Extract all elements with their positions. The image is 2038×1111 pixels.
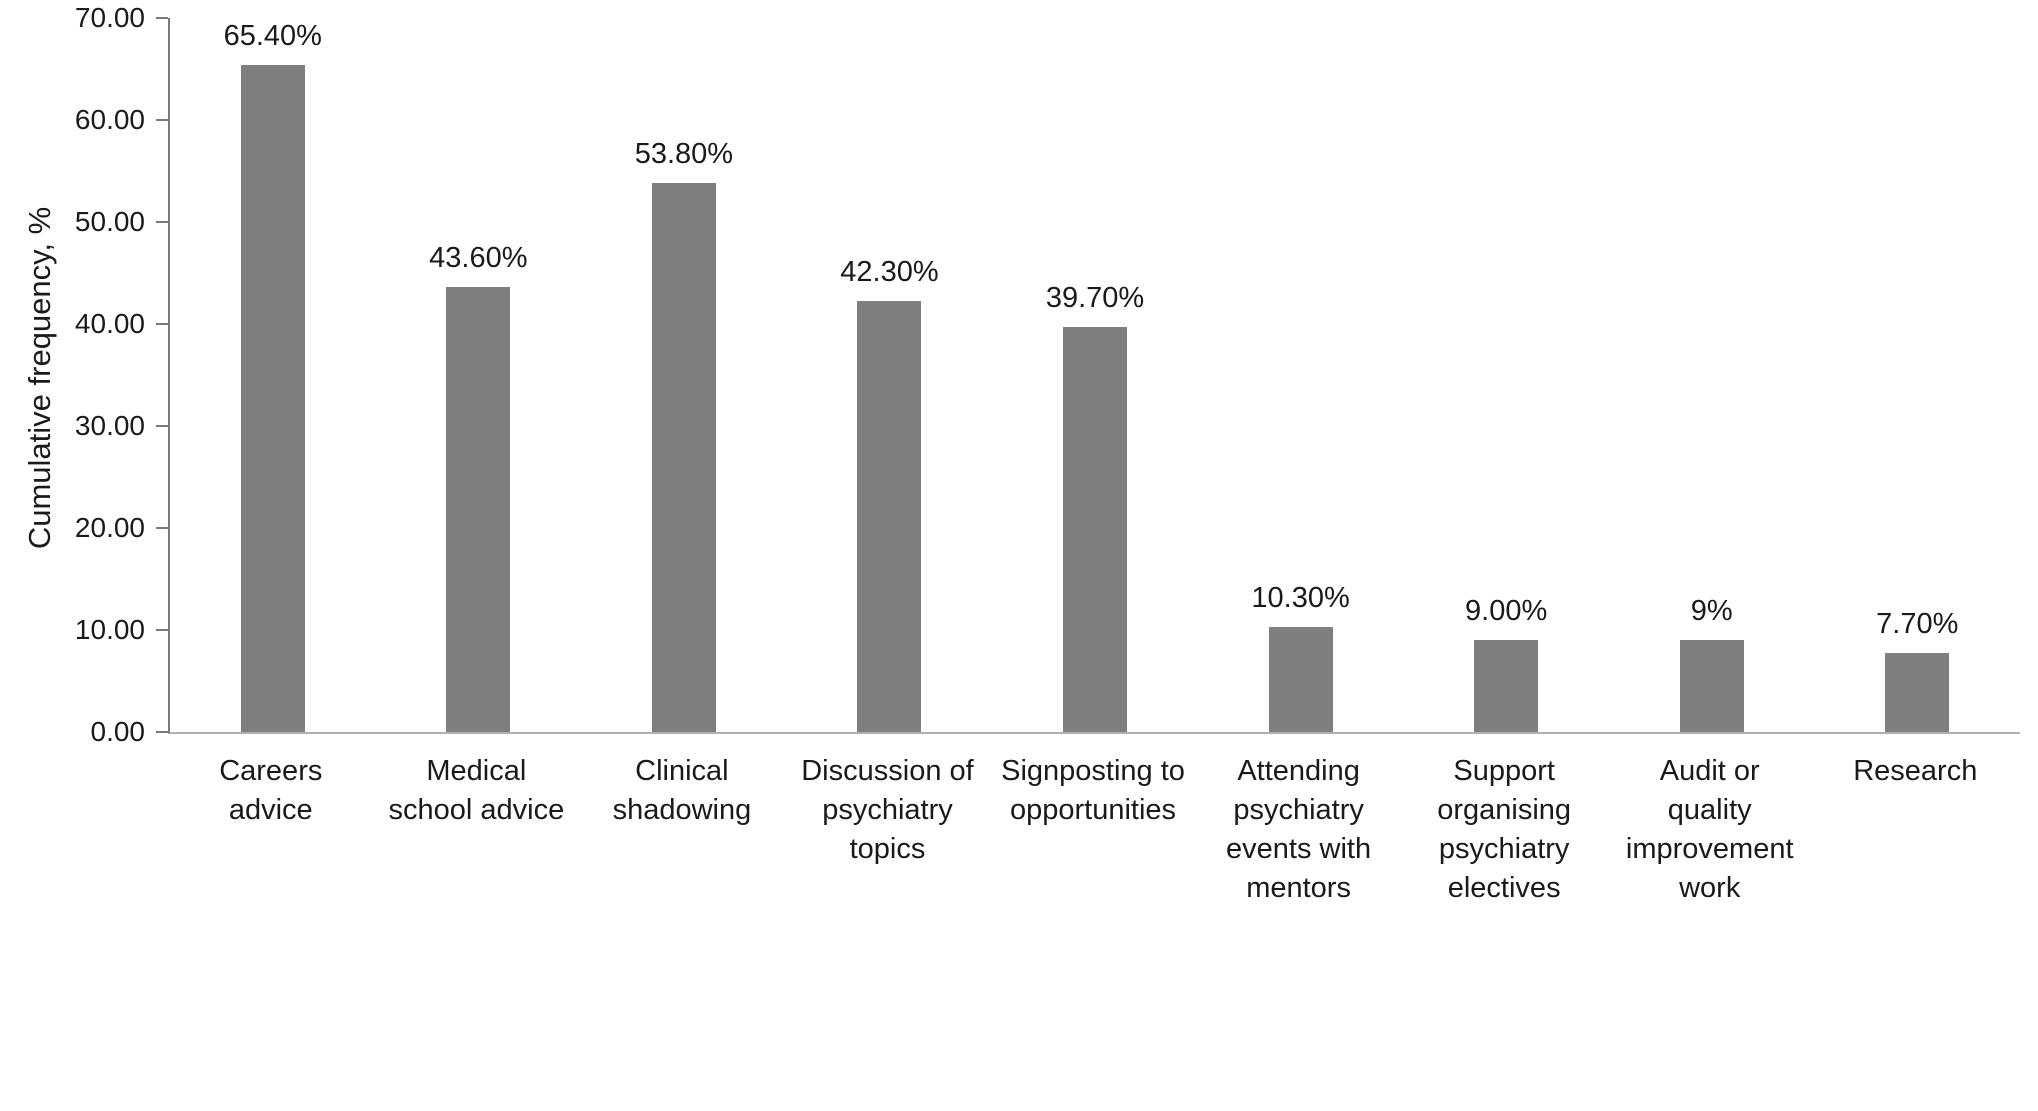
bar-value-label: 10.30% <box>1251 581 1350 614</box>
x-axis-category-label: Attending psychiatry events with mentors <box>1226 755 1372 904</box>
y-axis-tick <box>156 119 168 121</box>
bar-value-label: 42.30% <box>840 255 939 288</box>
bar-slot: 53.80% <box>581 18 787 732</box>
y-axis-tick-label: 30.00 <box>74 410 145 441</box>
y-axis-tick-label: 0.00 <box>90 716 146 747</box>
bar <box>1474 640 1539 732</box>
y-axis-tick <box>156 221 168 223</box>
x-axis-category-label: Careers advice <box>219 755 323 826</box>
x-axis-category-label: Support organising psychiatry electives <box>1437 755 1572 904</box>
bar-value-label: 9.00% <box>1465 595 1548 628</box>
bar-slot: 9% <box>1609 18 1815 732</box>
bar-slot: 39.70% <box>992 18 1198 732</box>
y-axis-tick <box>156 17 168 19</box>
y-axis-tick-label: 20.00 <box>74 512 145 543</box>
x-axis-category-label: Research <box>1853 755 1978 787</box>
y-axis-tick-label: 10.00 <box>74 614 145 645</box>
bar-value-label: 7.70% <box>1876 608 1959 641</box>
bar-value-label: 53.80% <box>634 138 734 171</box>
bar <box>1268 626 1333 732</box>
bar <box>1885 653 1950 732</box>
bar-value-label: 39.70% <box>1045 282 1145 315</box>
bar <box>1063 327 1128 732</box>
y-axis-tick <box>156 527 168 529</box>
bar-slot: 43.60% <box>376 18 582 732</box>
y-axis-tick <box>156 629 168 631</box>
bar-slot: 9.00% <box>1403 18 1609 732</box>
bar-value-label: 65.40% <box>223 19 322 52</box>
bar-slot: 10.30% <box>1198 18 1404 732</box>
y-axis-tick-label: 40.00 <box>74 308 145 339</box>
bar-slot: 65.40% <box>170 18 376 732</box>
y-axis-tick <box>156 323 168 325</box>
bar-value-label: 43.60% <box>429 242 528 275</box>
y-axis-tick-label: 50.00 <box>74 206 145 237</box>
x-axis-category-label: Discussion of psychiatry topics <box>801 755 974 865</box>
x-axis-category-label: Medical school advice <box>388 755 565 826</box>
x-axis-category-labels: Careers advice Medical school advice Clini… <box>168 752 2018 908</box>
x-axis-category-label: Clinical shadowing <box>612 755 752 826</box>
bar-slot: 7.70% <box>1815 18 2021 732</box>
x-axis-category-label: Signposting to opportunities <box>1001 755 1185 826</box>
y-axis-tick-label: 70.00 <box>74 2 145 33</box>
bar <box>1679 640 1744 732</box>
bar-slot: 42.30% <box>787 18 993 732</box>
bar <box>651 183 716 732</box>
bar <box>857 300 922 732</box>
bar <box>240 64 305 732</box>
y-axis-tick <box>156 731 168 733</box>
plot-area: 65.40% 43.60% 53.80% 42.30% 39.70% 10.30% 9.00… <box>75 4 2020 746</box>
bars-row: 65.40% 43.60% 53.80% 42.30% 39.70% 10.30% 9.00… <box>170 18 2020 732</box>
x-axis-category-label: Audit or quality improvement work <box>1625 755 1794 904</box>
y-axis-tick-label: 60.00 <box>74 104 145 135</box>
bar <box>446 287 511 732</box>
bar-value-label: 9% <box>1690 595 1733 628</box>
y-axis-tick <box>156 425 168 427</box>
